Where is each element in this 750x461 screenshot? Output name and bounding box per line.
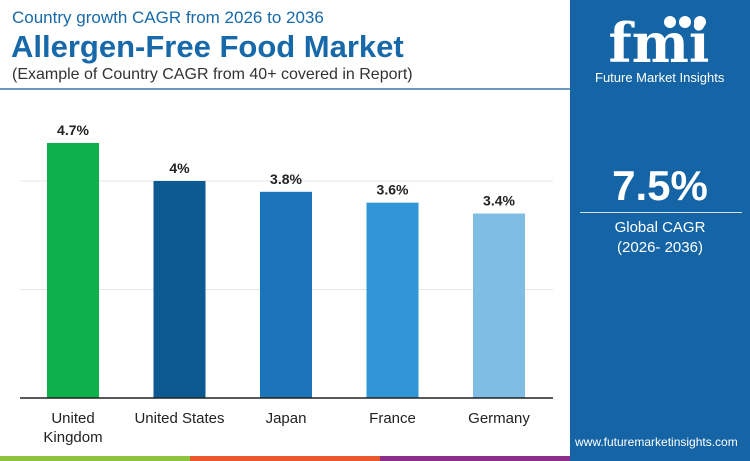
global-cagr-value: 7.5% [612,162,708,209]
chart-title: Allergen-Free Food Market [11,29,404,64]
divider [580,212,742,213]
bar [153,180,206,398]
divider [0,88,570,90]
brand-name: Future Market Insights [595,70,725,85]
data-label: 3.8% [270,171,302,187]
category-label: United States [134,410,224,427]
bar-chart: 4.7% United Kingdom 4% United States 3.8% Japa… [20,122,553,446]
data-label: 4% [169,160,190,176]
bar [47,142,99,398]
category-label: Germany [468,410,530,427]
chart-note: (Example of Country CAGR from 40+ covere… [12,66,413,83]
bar [366,202,419,398]
data-label: 4.7% [57,122,89,138]
svg-text:fmi: fmi [609,12,710,66]
bottom-color-bar [190,456,380,461]
global-cagr-label: Global CAGR (2026- 2036) [570,218,750,258]
bar [473,213,525,398]
chart-subtitle: Country growth CAGR from 2026 to 2036 [12,8,324,27]
side-panel [570,0,750,461]
fmi-logo: fmi [609,12,710,66]
website-url: www.futuremarketinsights.com [575,435,738,449]
data-label: 3.6% [377,182,409,198]
category-label: Japan [266,410,307,427]
category-label: United Kingdom [43,410,102,446]
bar [260,191,312,398]
global-cagr-period: (2026- 2036) [617,239,703,256]
bottom-color-bar [0,456,190,461]
category-label: France [369,410,416,427]
data-label: 3.4% [483,193,515,209]
bottom-color-bar [380,456,570,461]
global-cagr-title: Global CAGR [614,219,706,236]
